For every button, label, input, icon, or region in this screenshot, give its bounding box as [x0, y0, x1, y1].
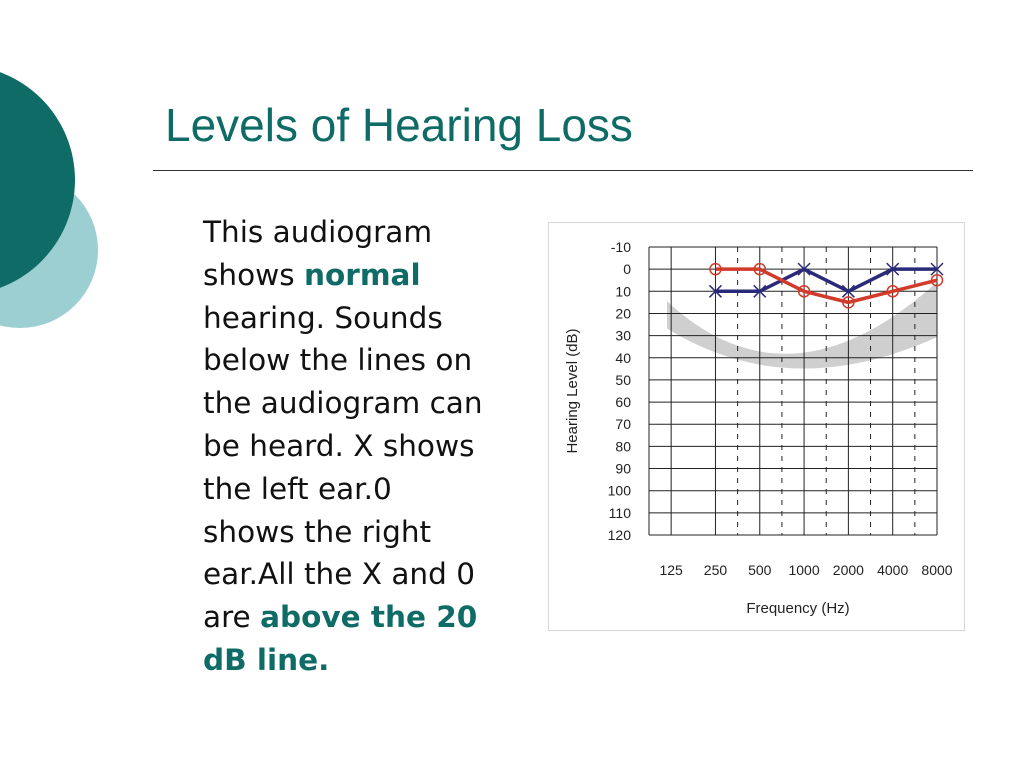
body-line: shows the right: [203, 511, 548, 554]
body-text-segment: the audiogram can: [203, 386, 483, 421]
x-axis-label: Frequency (Hz): [746, 600, 849, 617]
audiogram-svg: -10 0 10 20 30 40 50 60 70 80 90 100 110 120 125 250 500…: [564, 239, 953, 617]
y-tick-label: 120: [608, 527, 632, 543]
x-tick-label: 500: [748, 562, 772, 578]
body-text-segment: ear.All the X and 0: [203, 557, 475, 592]
y-axis-label: Hearing Level (dB): [564, 328, 581, 453]
body-text-segment: be heard. X shows: [203, 428, 475, 463]
x-tick-label: 1000: [788, 562, 819, 578]
emphasized-text: dB line.: [203, 642, 330, 677]
y-tick-label: 0: [623, 261, 631, 277]
body-line: shows normal: [203, 254, 548, 297]
title-divider: [153, 170, 973, 171]
left-ear-line: [715, 267, 937, 294]
o-marker-point: [753, 262, 767, 276]
body-text-segment: shows: [203, 257, 304, 292]
body-line: are above the 20: [203, 596, 548, 639]
body-text-segment: shows the right: [203, 514, 432, 549]
y-tick-label: 100: [608, 483, 632, 499]
body-line: below the lines on: [203, 339, 548, 382]
y-tick-label: 70: [615, 416, 631, 432]
y-tick-label: 40: [615, 350, 631, 366]
body-line: ear.All the X and 0: [203, 553, 548, 596]
y-tick-label: 90: [615, 461, 631, 477]
y-tick-label: 80: [615, 438, 631, 454]
body-text-segment: hearing. Sounds: [203, 300, 443, 335]
x-tick-label: 2000: [833, 562, 864, 578]
y-tick-label: 60: [615, 394, 631, 410]
x-marker-point: [841, 284, 855, 298]
x-tick-label: 125: [659, 562, 683, 578]
o-marker-point: [842, 296, 855, 309]
x-tick-label: 8000: [921, 562, 952, 578]
body-line: dB line.: [203, 639, 548, 682]
x-tick-label: 4000: [877, 562, 908, 578]
y-tick-label: 110: [609, 505, 632, 521]
emphasized-text: above the 20: [260, 600, 478, 635]
y-tick-label: 50: [615, 372, 631, 388]
right-ear-line: [715, 267, 938, 305]
slide-title: Levels of Hearing Loss: [165, 99, 633, 151]
body-line: the left ear.0: [203, 468, 548, 511]
body-line: the audiogram can: [203, 382, 548, 425]
x-marker-point: [930, 262, 944, 276]
body-text-segment: below the lines on: [203, 343, 473, 378]
body-line: hearing. Sounds: [203, 297, 548, 340]
y-tick-label: 30: [615, 328, 631, 344]
dark-teal-circle: [0, 72, 75, 288]
x-tick-label: 250: [704, 562, 728, 578]
x-marker-point: [797, 262, 811, 276]
body-text-segment: the left ear.0: [203, 471, 392, 506]
emphasized-text: normal: [304, 257, 421, 292]
x-marker-point: [753, 284, 767, 298]
x-marker-point: [886, 262, 900, 276]
o-marker-point: [886, 285, 899, 298]
o-marker-point: [709, 262, 722, 276]
y-tick-label: 20: [615, 305, 631, 321]
x-marker-point: [708, 284, 722, 298]
body-line: be heard. X shows: [203, 425, 548, 468]
o-marker-point: [797, 285, 811, 298]
body-line: This audiogram: [203, 211, 548, 254]
slide-body-text: This audiogram shows normal hearing. Sound…: [203, 211, 548, 682]
o-marker-point: [930, 273, 944, 287]
y-tick-label: -10: [611, 239, 631, 255]
normal-hearing-band: [667, 282, 937, 369]
body-text-segment: are: [203, 600, 261, 635]
y-tick-label: 10: [615, 283, 631, 299]
body-text-segment: This audiogram: [203, 215, 433, 249]
audiogram-chart: -10 0 10 20 30 40 50 60 70 80 90 100 110 120 125 250 500…: [548, 222, 965, 631]
decorative-circles: [0, 72, 98, 328]
